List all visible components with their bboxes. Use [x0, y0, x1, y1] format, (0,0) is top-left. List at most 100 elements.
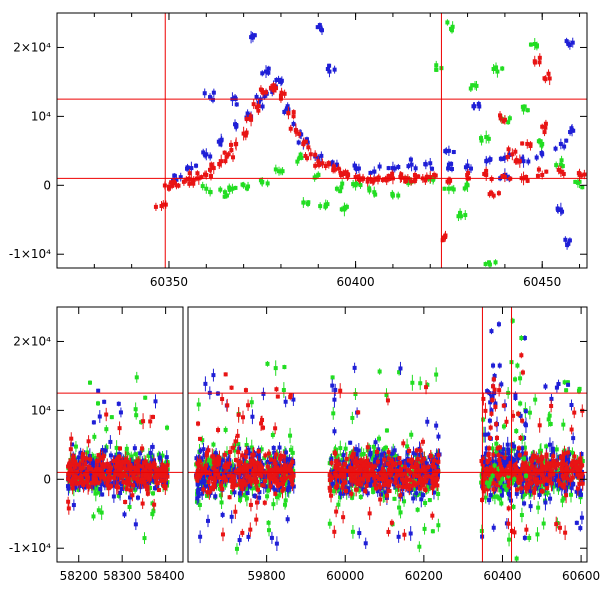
data-point: [535, 532, 540, 537]
data-point: [372, 449, 377, 454]
data-point: [236, 442, 241, 447]
data-point: [219, 500, 224, 505]
data-point: [132, 446, 137, 451]
data-point: [336, 166, 341, 171]
data-point: [494, 441, 499, 446]
data-point: [555, 206, 560, 211]
data-point: [356, 166, 361, 171]
data-point: [244, 117, 249, 122]
data-point: [104, 467, 109, 472]
data-point: [534, 155, 539, 160]
data-point: [199, 456, 204, 461]
data-point: [257, 495, 262, 500]
data-point: [544, 169, 549, 174]
bottom-points-segment-2: [194, 317, 586, 562]
data-point: [163, 466, 168, 471]
data-point: [291, 114, 296, 119]
data-point: [196, 487, 201, 492]
data-point: [153, 399, 158, 404]
data-point: [532, 42, 537, 47]
data-point: [496, 191, 501, 196]
data-point: [267, 460, 272, 465]
data-point: [487, 262, 492, 267]
data-point: [504, 174, 509, 179]
data-point: [446, 148, 451, 153]
data-point: [107, 464, 112, 469]
data-point: [237, 538, 242, 543]
data-point: [123, 480, 128, 485]
data-point: [564, 388, 569, 393]
data-point: [94, 459, 99, 464]
data-point: [269, 535, 274, 540]
data-point: [219, 159, 224, 164]
data-point: [317, 162, 322, 167]
data-point: [334, 162, 339, 167]
data-point: [580, 185, 585, 190]
data-point: [368, 177, 373, 182]
data-point: [468, 166, 473, 171]
data-point: [271, 83, 276, 88]
data-point: [373, 192, 378, 197]
data-point: [371, 486, 376, 491]
data-point: [160, 453, 165, 458]
data-point: [358, 494, 363, 499]
data-point: [528, 143, 533, 148]
data-point: [102, 399, 107, 404]
data-point: [146, 453, 151, 458]
data-point: [409, 179, 414, 184]
data-point: [101, 462, 106, 467]
data-point: [211, 373, 216, 378]
data-point: [106, 475, 111, 480]
data-point: [348, 440, 353, 445]
data-point: [111, 475, 116, 480]
data-point: [245, 460, 250, 465]
data-point: [81, 483, 86, 488]
data-point: [253, 485, 258, 490]
data-point: [200, 184, 205, 189]
data-point: [108, 439, 113, 444]
data-point: [282, 109, 287, 114]
data-point: [405, 444, 410, 449]
data-point: [543, 491, 548, 496]
data-point: [105, 461, 110, 466]
data-point: [127, 504, 132, 509]
data-point: [506, 120, 511, 125]
data-point: [83, 462, 88, 467]
data-point: [70, 442, 75, 447]
data-point: [483, 262, 488, 267]
data-point: [113, 464, 118, 469]
data-point: [456, 214, 461, 219]
data-point: [396, 193, 401, 198]
x-tick-label: 60450: [523, 275, 561, 289]
data-point: [377, 164, 382, 169]
data-point: [413, 166, 418, 171]
data-point: [284, 458, 289, 463]
data-point: [81, 475, 86, 480]
data-point: [491, 193, 496, 198]
data-point: [224, 154, 229, 159]
data-point: [431, 490, 436, 495]
data-point: [377, 436, 382, 441]
data-point: [143, 395, 148, 400]
data-point: [325, 67, 330, 72]
data-point: [117, 454, 122, 459]
data-point: [521, 159, 526, 164]
data-point: [163, 202, 168, 207]
data-point: [66, 476, 71, 481]
data-point: [128, 495, 133, 500]
data-point: [264, 69, 269, 74]
x-tick-label: 60350: [150, 275, 188, 289]
data-point: [282, 365, 287, 370]
data-point: [131, 483, 136, 488]
data-point: [250, 414, 255, 419]
data-point: [203, 473, 208, 478]
data-point: [108, 484, 113, 489]
data-point: [86, 484, 91, 489]
data-point: [187, 171, 192, 176]
data-point: [88, 467, 93, 472]
data-point: [493, 260, 498, 265]
data-point: [484, 158, 489, 163]
data-point: [233, 122, 238, 127]
data-point: [163, 484, 168, 489]
data-point: [397, 464, 402, 469]
